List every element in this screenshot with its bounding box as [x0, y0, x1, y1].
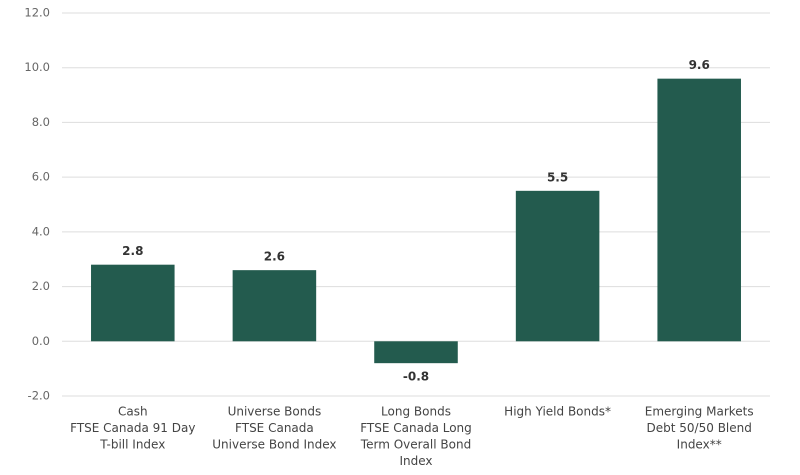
x-tick-label: Long Bonds: [381, 405, 451, 419]
x-tick-label: FTSE Canada 91 Day: [70, 421, 195, 435]
x-tick-label: Cash: [118, 405, 148, 419]
y-tick-label: -2.0: [28, 389, 50, 403]
bar: [374, 341, 458, 364]
value-label: 2.6: [264, 250, 285, 264]
bar: [657, 78, 741, 342]
x-tick-label: Index: [399, 454, 432, 468]
bar: [232, 270, 317, 342]
x-tick-label: Index**: [677, 438, 722, 452]
y-tick-label: 12.0: [24, 6, 50, 20]
y-tick-label: 6.0: [32, 170, 50, 184]
x-tick-label: Term Overall Bond: [360, 438, 471, 452]
value-label: -0.8: [403, 370, 429, 384]
x-tick-label: Emerging Markets: [645, 405, 754, 419]
bar: [515, 190, 600, 342]
x-tick-label: Debt 50/50 Blend: [647, 421, 752, 435]
value-label: 9.6: [689, 58, 710, 72]
value-label: 5.5: [547, 170, 568, 184]
x-tick-label: Universe Bonds: [228, 405, 322, 419]
x-tick-label: High Yield Bonds*: [504, 405, 611, 419]
y-tick-label: 2.0: [32, 279, 50, 293]
x-tick-label: Universe Bond Index: [212, 438, 336, 452]
y-tick-label: 8.0: [32, 115, 50, 129]
x-tick-label: FTSE Canada Long: [360, 421, 472, 435]
y-tick-label: 10.0: [24, 60, 50, 74]
bar: [91, 264, 175, 342]
value-label: 2.8: [122, 244, 143, 258]
y-tick-label: 4.0: [32, 224, 50, 238]
y-tick-label: 0.0: [32, 334, 50, 348]
x-tick-label: T-bill Index: [99, 438, 165, 452]
x-tick-label: FTSE Canada: [235, 421, 314, 435]
